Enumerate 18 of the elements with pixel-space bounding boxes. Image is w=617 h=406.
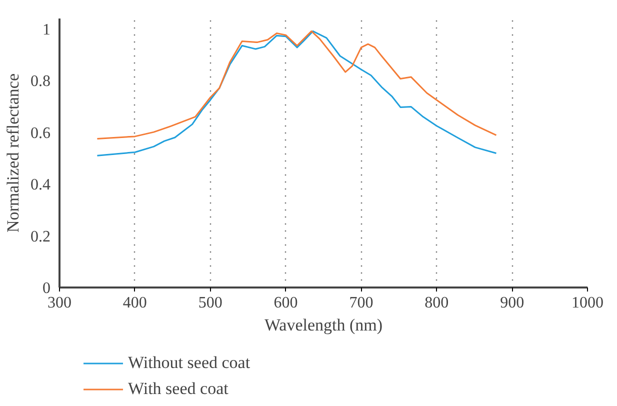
y-tick-label: 0 xyxy=(42,280,50,297)
x-tick-label: 400 xyxy=(122,294,147,312)
x-tick-label: 800 xyxy=(424,294,449,312)
y-tick-label: 0.2 xyxy=(30,228,50,246)
y-tick-label: 1 xyxy=(42,21,50,38)
y-tick-label: 0.4 xyxy=(30,176,50,194)
x-tick-label: 700 xyxy=(349,294,374,312)
y-tick-label: 0.8 xyxy=(30,73,50,90)
x-tick-label: 600 xyxy=(274,294,298,312)
y-tick-label: 0.6 xyxy=(30,124,50,142)
x-tick-label: 500 xyxy=(198,294,222,312)
x-tick-label: 1000 xyxy=(572,294,604,312)
x-tick-label: 300 xyxy=(48,294,72,312)
y-axis-title: Normalized reflectance xyxy=(4,73,22,233)
x-axis-title: Wavelength (nm) xyxy=(264,316,383,334)
legend-label: With seed coat xyxy=(128,379,228,399)
legend-label: Without seed coat xyxy=(128,353,250,373)
x-tick-label: 900 xyxy=(500,294,524,312)
